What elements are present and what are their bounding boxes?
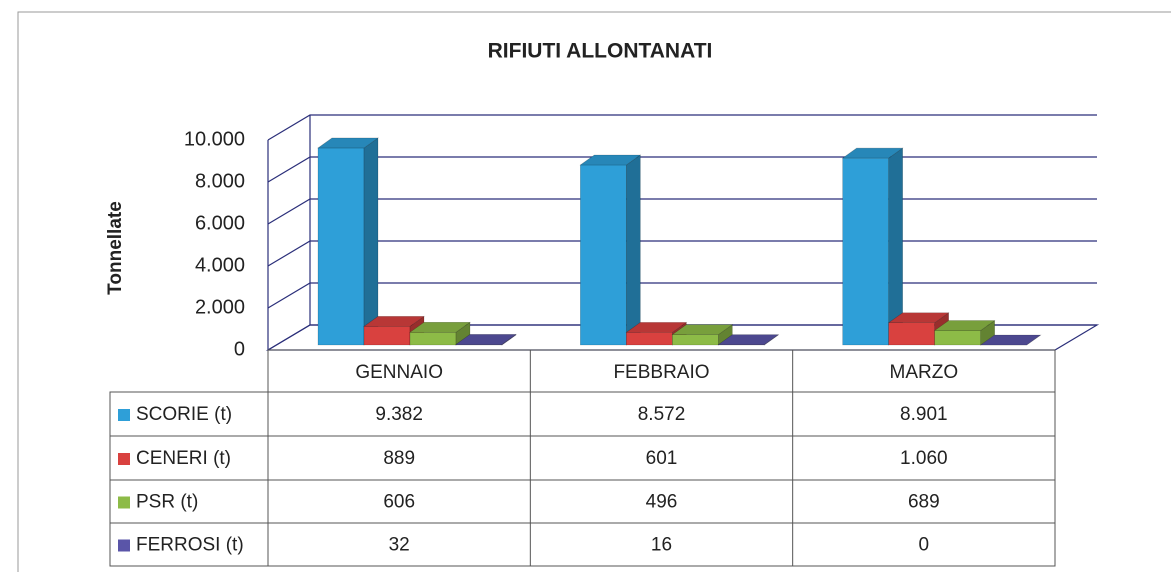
bar — [841, 147, 904, 346]
bar-side — [363, 137, 379, 346]
table-value: 1.060 — [900, 448, 948, 469]
chart-title: RIFIUTI ALLONTANATI — [488, 40, 713, 63]
legend-label: SCORIE (t) — [136, 404, 232, 425]
bar — [979, 334, 1042, 346]
legend-swatch — [118, 453, 130, 465]
table-value: 0 — [919, 535, 930, 556]
bar-side — [626, 154, 641, 346]
bar-top — [979, 334, 1042, 346]
bar-top — [887, 312, 950, 324]
bar-top — [409, 321, 471, 333]
bar — [717, 334, 780, 346]
bar-front — [317, 147, 365, 346]
bar-top — [363, 316, 425, 327]
bar-top — [717, 334, 780, 345]
legend-label: FERROSI (t) — [136, 535, 244, 556]
y-tick-label: 0 — [234, 338, 245, 360]
bar — [455, 333, 517, 346]
bar-front — [363, 326, 411, 346]
bar-front — [934, 330, 981, 346]
x-tick-label: MARZO — [890, 362, 959, 383]
table-value: 689 — [908, 492, 940, 513]
bar-top — [317, 137, 379, 149]
bar-top — [671, 324, 734, 335]
bar-front — [580, 164, 627, 346]
y-tick-label: 4.000 — [195, 254, 245, 276]
legend-swatch — [118, 496, 130, 509]
table-value: 8.572 — [638, 404, 686, 425]
bar-top — [625, 322, 688, 333]
bar-top — [841, 147, 904, 159]
x-tick-label: FEBBRAIO — [613, 362, 709, 383]
bar — [671, 324, 734, 346]
legend-label: PSR (t) — [136, 492, 198, 513]
bar — [933, 319, 996, 346]
y-tick-label: 10.000 — [184, 128, 245, 150]
bar — [579, 154, 642, 346]
table-value: 8.901 — [900, 404, 948, 425]
x-tick-label: GENNAIO — [355, 362, 443, 383]
bar-front — [888, 322, 935, 346]
table-value: 32 — [389, 535, 410, 556]
bar-front — [672, 334, 719, 346]
y-axis-label: Tonnellate — [105, 201, 126, 295]
y-tick-label: 6.000 — [195, 212, 245, 234]
y-tick-label: 8.000 — [195, 170, 245, 192]
bar-front — [842, 157, 889, 346]
table-value: 601 — [646, 448, 678, 469]
table-value: 496 — [646, 492, 678, 513]
bar-top — [579, 154, 642, 166]
table-value: 9.382 — [375, 404, 423, 425]
table-value: 889 — [383, 448, 415, 469]
bar-top — [455, 334, 517, 345]
bar — [317, 137, 379, 346]
y-tick-label: 2.000 — [195, 296, 245, 318]
bar-front — [626, 332, 673, 346]
table-value: 16 — [651, 535, 672, 556]
legend-swatch — [118, 409, 130, 421]
bar-front — [409, 331, 457, 346]
bar — [409, 321, 471, 346]
legend-swatch — [118, 539, 130, 552]
table-value: 606 — [383, 492, 415, 513]
bar-top — [933, 320, 996, 331]
legend-label: CENERI (t) — [136, 448, 231, 469]
